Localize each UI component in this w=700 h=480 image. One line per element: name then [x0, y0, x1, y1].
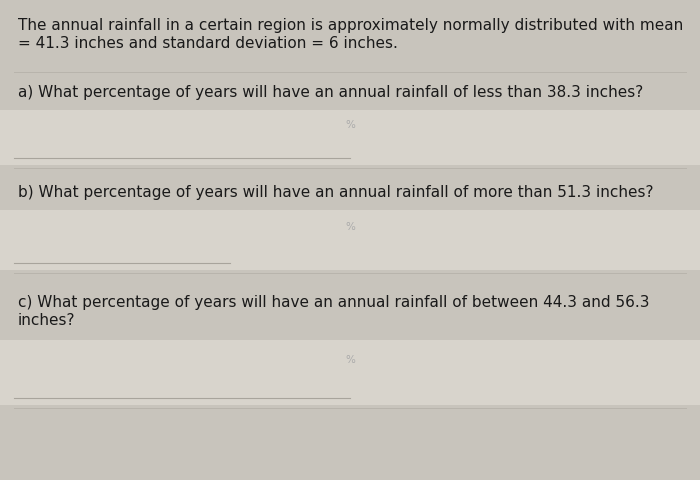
- Bar: [0, 340, 700, 405]
- Bar: [0, 110, 700, 165]
- Text: = 41.3 inches and standard deviation = 6 inches.: = 41.3 inches and standard deviation = 6…: [18, 36, 398, 51]
- Bar: [0, 210, 700, 270]
- Text: The annual rainfall in a certain region is approximately normally distributed wi: The annual rainfall in a certain region …: [18, 18, 683, 33]
- Text: %: %: [345, 355, 355, 365]
- Text: a) What percentage of years will have an annual rainfall of less than 38.3 inche: a) What percentage of years will have an…: [18, 85, 643, 100]
- Text: b) What percentage of years will have an annual rainfall of more than 51.3 inche: b) What percentage of years will have an…: [18, 185, 654, 200]
- Text: inches?: inches?: [18, 313, 76, 328]
- Text: %: %: [345, 222, 355, 232]
- Text: %: %: [345, 120, 355, 130]
- Text: c) What percentage of years will have an annual rainfall of between 44.3 and 56.: c) What percentage of years will have an…: [18, 295, 650, 310]
